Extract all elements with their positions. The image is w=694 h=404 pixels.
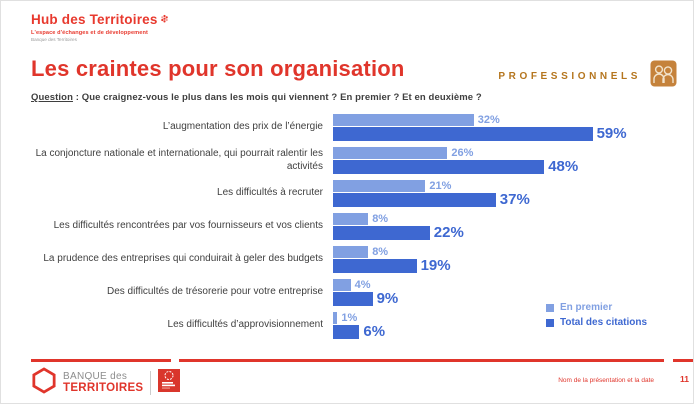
value-label: 59% (596, 125, 627, 142)
footer-caption: Nom de la présentation et la date (558, 377, 654, 384)
chart-row: L’augmentation des prix de l’énergie 32% 5… (29, 111, 677, 144)
bar-en-premier (333, 246, 369, 258)
bar-total-citations (333, 324, 360, 339)
professionals-icon (650, 60, 677, 92)
chart-row: Des difficultés de trésorerie pour votre… (29, 276, 677, 309)
audience-tag: PROFESSIONNELS (498, 60, 677, 92)
category-label: Les difficultés à recruter (217, 187, 323, 199)
chart-row: Les difficultés à recruter 21% 37% (29, 177, 677, 210)
bar-group: 1% 6% (333, 312, 385, 339)
brand-line1: BANQUE des (63, 370, 128, 382)
bar-group: 8% 19% (333, 246, 451, 273)
value-label: 19% (420, 257, 451, 274)
value-label: 37% (499, 191, 530, 208)
audience-label: PROFESSIONNELS (498, 70, 641, 82)
category-label: L’augmentation des prix de l’énergie (162, 121, 323, 133)
bar-group: 32% 59% (333, 114, 627, 141)
bar-total-citations (333, 126, 593, 141)
value-label: 1% (341, 311, 358, 324)
question-text: : Que craignez-vous le plus dans les moi… (72, 92, 482, 103)
question-line: Question : Que craignez-vous le plus dan… (31, 92, 482, 103)
legend-label: Total des citations (560, 317, 648, 328)
footer-rule-segment (673, 359, 693, 362)
hexagon-icon (32, 367, 56, 399)
category-label: Les difficultés d’approvisionnement (167, 319, 323, 331)
chart-row: La conjoncture nationale et internationa… (29, 144, 677, 177)
category-label: La prudence des entreprises qui conduira… (43, 253, 323, 265)
chart-row: La prudence des entreprises qui conduira… (29, 243, 677, 276)
brand-line2: TERRITOIRES (63, 382, 144, 395)
bar-total-citations (333, 258, 417, 273)
legend-item: En premier (546, 302, 647, 313)
bar-en-premier (333, 114, 474, 126)
hub-des-territoires-logo: Hub des Territoires L'espace d'échanges … (31, 12, 169, 42)
bar-group: 8% 22% (333, 213, 464, 240)
chart-row: Les difficultés rencontrées par vos four… (29, 210, 677, 243)
value-label: 9% (376, 290, 399, 307)
bar-en-premier (333, 180, 426, 192)
banque-des-territoires-logo: BANQUE des TERRITOIRES (32, 367, 181, 399)
hub-logo-title: Hub des Territoires (31, 12, 158, 27)
legend-swatch (546, 318, 554, 327)
bar-total-citations (333, 291, 373, 306)
fears-bar-chart: L’augmentation des prix de l’énergie 32% 5… (29, 111, 677, 342)
category-label: Des difficultés de trésorerie pour votre… (106, 286, 323, 298)
footer-rule-segment (31, 359, 171, 362)
footer-rule-segment (179, 359, 664, 362)
bar-en-premier (333, 279, 351, 291)
page-number: 11 (680, 374, 689, 384)
question-prefix: Question (31, 92, 73, 103)
value-label: 48% (548, 158, 579, 175)
bar-en-premier (333, 147, 448, 159)
bar-en-premier (333, 213, 369, 225)
value-label: 26% (451, 146, 474, 159)
value-label: 8% (372, 212, 389, 225)
bar-group: 21% 37% (333, 180, 530, 207)
value-label: 22% (433, 224, 464, 241)
category-label: La conjoncture nationale et internationa… (35, 148, 323, 172)
bar-group: 26% 48% (333, 147, 578, 174)
value-label: 4% (354, 278, 371, 291)
hub-dots-icon (160, 10, 169, 28)
caisse-des-depots-logo (158, 369, 181, 397)
bar-group: 4% 9% (333, 279, 398, 306)
chart-row: Les difficultés d’approvisionnement 1% 6% (29, 309, 677, 342)
hub-logo-subsubtitle: Banque des Territoires (31, 36, 77, 42)
value-label: 32% (477, 113, 500, 126)
legend-label: En premier (560, 302, 613, 313)
bar-total-citations (333, 192, 496, 207)
page-title: Les craintes pour son organisation (31, 56, 405, 81)
value-label: 6% (363, 323, 386, 340)
category-label: Les difficultés rencontrées par vos four… (53, 220, 323, 232)
legend-swatch (546, 303, 554, 312)
bar-en-premier (333, 312, 338, 324)
legend-item: Total des citations (546, 317, 647, 328)
bar-total-citations (333, 225, 430, 240)
chart-rows: L’augmentation des prix de l’énergie 32% 5… (29, 111, 677, 342)
bar-total-citations (333, 159, 545, 174)
chart-legend: En premier Total des citations (546, 302, 647, 332)
brand-divider (150, 371, 152, 395)
value-label: 8% (372, 245, 389, 258)
value-label: 21% (429, 179, 452, 192)
hub-logo-subtitle: L'espace d'échanges et de développement (31, 29, 148, 36)
